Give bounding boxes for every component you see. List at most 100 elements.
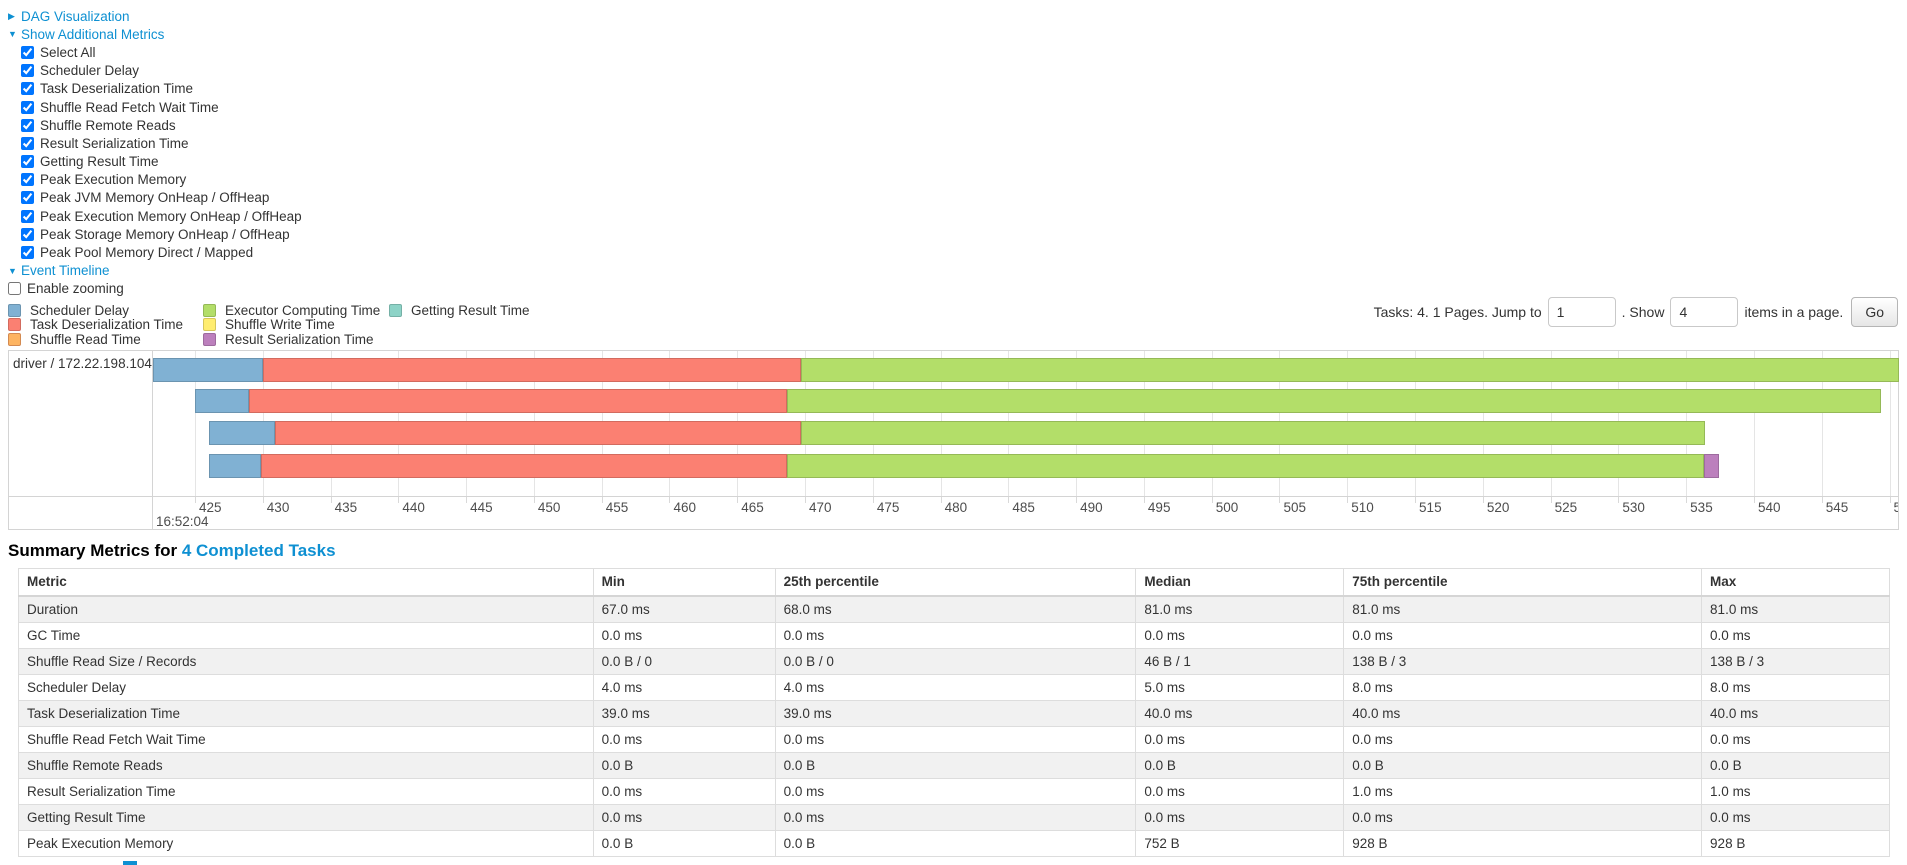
metric-checkbox[interactable] [21,136,34,150]
show-additional-metrics-toggle[interactable]: Show Additional Metrics [21,26,165,42]
axis-tick-label: 445 [470,500,493,515]
axis-tick-mark [1686,497,1688,503]
event-timeline-toggle[interactable]: Event Timeline [21,263,110,279]
completed-tasks-link[interactable]: 4 Completed Tasks [181,541,336,560]
axis-tick-label: 490 [1080,500,1103,515]
jump-to-page-input[interactable] [1547,297,1616,327]
task-bar-scheduler-delay[interactable] [208,421,275,445]
legend-item-label: Result Serialization Time [225,331,374,347]
metric-checkbox[interactable] [21,209,34,223]
metric-value-cell: 0.0 ms [592,621,776,649]
axis-tick-label: 520 [1486,500,1510,515]
metric-checkbox-row: Getting Result Time [8,153,302,171]
metric-checkbox-row: Select All [8,43,302,61]
task-bar-task-deserialization-time[interactable] [275,421,801,445]
task-bar-task-deserialization-time[interactable] [261,454,788,478]
pagination-summary-text: Tasks: 4. 1 Pages. Jump to [1373,304,1542,320]
task-bar-executor-computing-time[interactable] [800,421,1706,445]
legend-item: Shuffle Write Time [203,317,389,333]
go-button[interactable]: Go [1851,297,1898,327]
metric-value-cell: 39.0 ms [592,699,776,727]
group-column-divider [152,351,153,529]
metric-checkbox[interactable] [21,227,34,241]
table-row: Task Deserialization Time 39.0 ms 39.0 ms 4… [18,699,1890,727]
axis-tick-mark [1008,497,1010,503]
metric-value-cell: 0.0 B / 0 [592,647,776,675]
legend-item: Shuffle Read Time [8,332,203,347]
items-per-page-input[interactable] [1670,297,1739,327]
metric-name-cell: Duration [18,595,594,623]
task-bar-task-deserialization-time[interactable] [262,358,801,382]
metric-checkbox-row: Result Serialization Time [8,134,302,152]
task-bar-scheduler-delay[interactable] [153,358,263,382]
metric-value-cell: 0.0 B / 0 [774,647,1137,675]
expanded-arrow-icon: ▼ [8,29,17,40]
metric-checkbox-row: Scheduler Delay [8,62,302,80]
axis-tick-label: 530 [1622,500,1645,515]
metric-checkbox[interactable] [21,191,34,205]
metric-name-cell: Task Deserialization Time [18,699,594,727]
event-timeline-chart: driver / 172.22.198.104 16:52:04 425 430 4… [8,350,1899,530]
metric-value-cell: 0.0 B [592,751,776,779]
scheduler-delay-swatch-icon [8,303,21,317]
metric-checkbox[interactable] [21,100,34,114]
metric-checkbox-row: Peak Pool Memory Direct / Mapped [8,243,302,261]
axis-tick-mark [262,497,264,503]
table-row: Scheduler Delay 4.0 ms 4.0 ms 5.0 ms 8.0 ms 8… [18,673,1890,701]
axis-tick-label: 440 [402,500,425,515]
task-bar-result-serialization-time[interactable] [1703,454,1719,478]
axis-tick-mark [1753,497,1755,503]
metric-checkbox[interactable] [21,45,34,59]
metric-value-cell: 0.0 B [1701,751,1890,779]
enable-zooming-label: Enable zooming [27,281,124,297]
enable-zooming-checkbox[interactable] [8,282,21,296]
task-bar-scheduler-delay[interactable] [195,389,250,413]
task-bar-task-deserialization-time[interactable] [249,389,788,413]
executor-group-label: driver / 172.22.198.104 [13,356,152,371]
legend-column: Getting Result Time [389,303,530,347]
column-header: 25th percentile [774,568,1137,597]
metric-checkbox[interactable] [21,173,34,187]
legend-item-label: Shuffle Write Time [225,317,335,333]
metric-value-cell: 0.0 ms [1135,725,1345,753]
metric-value-cell: 4.0 ms [592,673,776,701]
metric-value-cell: 0.0 ms [774,803,1137,831]
timeline-controls: ▶ DAG Visualization ▼ Show Additional Me… [8,7,302,298]
summary-metrics-title: Summary Metrics for 4 Completed Tasks [8,541,336,561]
metric-checkbox[interactable] [21,118,34,132]
metric-checkbox[interactable] [21,82,34,96]
metric-checkbox-label: Getting Result Time [40,154,159,170]
metric-value-cell: 0.0 B [774,829,1137,857]
timeline-plot-area [153,351,1899,496]
legend-column: Scheduler Delay Task Deserialization Time… [8,303,203,347]
metric-value-cell: 0.0 ms [1135,777,1345,805]
axis-gridline [1821,351,1823,496]
table-row: Duration 67.0 ms 68.0 ms 81.0 ms 81.0 ms 81.0… [18,595,1890,623]
metric-checkbox[interactable] [21,64,34,78]
axis-tick-mark [601,497,603,503]
metric-checkbox[interactable] [21,155,34,169]
axis-tick-mark [1618,497,1620,503]
metric-value-cell: 40.0 ms [1343,699,1703,727]
task-bar-executor-computing-time[interactable] [787,454,1704,478]
getting-result-time-swatch-icon [389,303,402,317]
metric-value-cell: 0.0 ms [592,725,776,753]
metric-checkbox-list: Select All Scheduler Delay Task Deserializ… [8,43,302,261]
axis-tick-label: 450 [537,500,561,515]
table-row: Peak Execution Memory 0.0 B 0.0 B 752 B 928 … [18,829,1890,857]
task-bar-executor-computing-time[interactable] [787,389,1882,413]
dag-visualization-toggle[interactable]: DAG Visualization [21,8,130,24]
axis-tick-label: 435 [334,500,358,515]
metric-name-cell: Result Serialization Time [18,777,594,805]
shuffle-write-time-swatch-icon [203,318,216,332]
axis-tick-mark [1347,497,1349,503]
metric-checkbox-label: Shuffle Remote Reads [40,117,176,133]
metric-checkbox-row: Peak Execution Memory [8,171,302,189]
axis-tick-label: 525 [1554,500,1578,515]
task-bar-scheduler-delay[interactable] [208,454,262,478]
metric-checkbox[interactable] [21,246,34,260]
task-bar-executor-computing-time[interactable] [800,358,1899,382]
axis-gridline [195,351,197,496]
axis-tick-label: 430 [266,500,290,515]
metric-value-cell: 0.0 ms [592,803,776,831]
